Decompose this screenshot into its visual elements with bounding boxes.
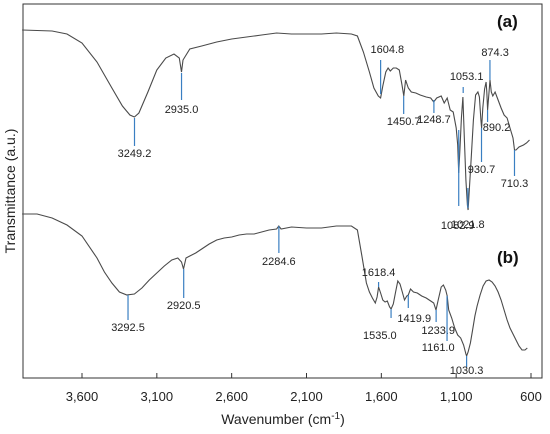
x-tick-label: 1,100 <box>440 389 473 404</box>
plot-frame <box>22 3 543 379</box>
peak-label: 874.3 <box>481 47 509 59</box>
panel-label-b: (b) <box>497 248 519 267</box>
y-axis-title: Transmittance (a.u.) <box>2 129 18 254</box>
peak-label: 2920.5 <box>167 300 201 312</box>
peak-label: 930.7 <box>468 164 496 176</box>
peak-label: 1248.7 <box>417 114 451 126</box>
peak-label: 1161.0 <box>422 342 455 354</box>
x-tick-label: 3,100 <box>141 389 174 404</box>
x-axis-title-tail: ) <box>340 411 345 427</box>
spectra <box>22 29 530 358</box>
panel-label-a: (a) <box>497 12 518 31</box>
peak-label: 2935.0 <box>165 104 199 116</box>
x-tick-label: 2,600 <box>215 389 248 404</box>
peak-label: 1082.9 <box>441 220 475 232</box>
x-axis-title-main: Wavenumber (cm <box>221 411 331 427</box>
x-tick-label: 600 <box>520 389 542 404</box>
peak-label: 3249.2 <box>118 148 152 160</box>
peak-label: 1618.4 <box>362 267 396 279</box>
peak-label: 1450.7 <box>387 116 421 128</box>
peak-label: 3292.5 <box>111 322 145 334</box>
spectrum-line-b <box>22 213 528 358</box>
peak-label: 1030.3 <box>450 365 484 377</box>
peak-label: 1053.1 <box>450 71 484 83</box>
x-axis-title: Wavenumber (cm-1) <box>221 411 345 427</box>
x-axis-ticks: 3,600 3,100 2,600 2,100 1,600 1,100 600 <box>66 373 542 404</box>
peak-label: 2284.6 <box>262 256 296 268</box>
x-tick-label: 3,600 <box>66 389 99 404</box>
peak-label: 1233.9 <box>421 325 455 337</box>
peak-label: 1021.8 <box>451 219 485 231</box>
peak-label: 1419.9 <box>397 313 431 325</box>
peak-label: 710.3 <box>501 178 529 190</box>
x-tick-label: 1,600 <box>365 389 398 404</box>
peak-label: 890.2 <box>483 122 511 134</box>
x-tick-label: 2,100 <box>290 389 323 404</box>
x-axis-title-sup: -1 <box>331 411 340 422</box>
peak-label: 1535.0 <box>363 330 397 342</box>
peak-label: 1604.8 <box>370 44 404 56</box>
spectrum-line-a <box>22 29 530 211</box>
